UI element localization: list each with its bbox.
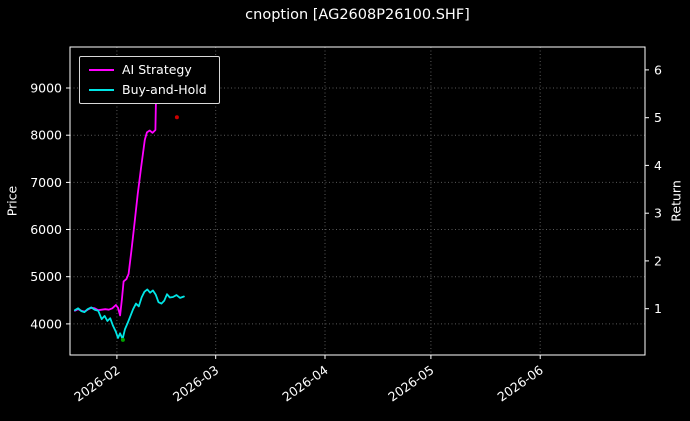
legend-label-ai-strategy: AI Strategy <box>122 62 192 77</box>
y-tick-label-return: 1 <box>654 301 662 316</box>
y-tick-label-price: 7000 <box>30 175 62 190</box>
y-tick-label-price: 9000 <box>30 81 62 96</box>
y-tick-label-return: 3 <box>654 206 662 221</box>
scatter-marker <box>120 337 125 342</box>
y-tick-label-return: 2 <box>654 253 662 268</box>
y-tick-label-return: 6 <box>654 62 662 77</box>
y-tick-label-price: 4000 <box>30 316 62 331</box>
x-tick-label: 2026-02 <box>71 362 122 404</box>
y-tick-label-price: 5000 <box>30 269 62 284</box>
x-tick-label: 2026-04 <box>279 362 330 404</box>
series-line-buy-and-hold <box>74 288 185 340</box>
legend-item-buy-and-hold: Buy-and-Hold <box>89 81 207 97</box>
legend-label-buy-and-hold: Buy-and-Hold <box>122 81 207 97</box>
legend-line-swatch-buy-and-hold <box>89 88 114 91</box>
x-tick-label: 2026-05 <box>385 362 436 404</box>
y-tick-label-return: 5 <box>654 110 662 125</box>
chart-title: cnoption [AG2608P26100.SHF] <box>245 7 470 23</box>
scatter-marker <box>174 115 179 120</box>
legend-item-ai-strategy: AI Strategy <box>89 62 207 77</box>
y-tick-label-price: 8000 <box>30 128 62 143</box>
legend-line-swatch-ai-strategy <box>89 69 114 72</box>
x-tick-label: 2026-06 <box>495 362 546 404</box>
plot-border <box>69 46 646 356</box>
y-tick-label-return: 4 <box>654 158 662 173</box>
legend: AI Strategy Buy-and-Hold <box>79 56 220 104</box>
x-tick-label: 2026-03 <box>170 362 221 404</box>
y-tick-label-price: 6000 <box>30 222 62 237</box>
